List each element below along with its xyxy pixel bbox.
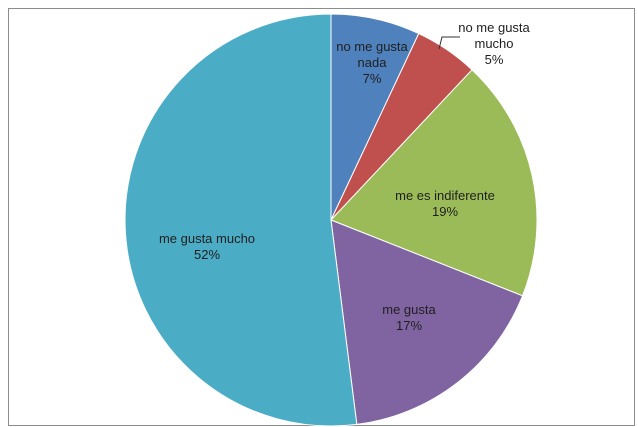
slice-name-label: me gusta [382,302,436,317]
pie-slice [330,219,524,425]
pie-slice [124,13,358,427]
slice-value-label: 52% [194,247,220,262]
slice-label: no me gusta mucho 5% [458,20,530,67]
slice-name-label: me es indiferente [395,188,495,203]
slice-name-label: me gusta mucho [159,231,255,246]
leader-line [438,36,460,50]
slice-value-label: 17% [396,318,422,333]
leader-lines [438,36,460,50]
chart-area: no me gusta nada 7% no me gusta mucho 5% me es… [8,8,635,427]
slice-value-label: 5% [485,52,504,67]
slice-label: me es indiferente 19% [395,188,495,219]
pie-slice [330,69,538,297]
slice-name-label: mucho [474,36,513,51]
slice-label: me gusta mucho 52% [159,231,255,262]
slice-name-label: no me gusta [458,20,530,35]
slice-label: me gusta 17% [382,302,436,333]
pie-chart: no me gusta nada 7%no me gusta mucho 5%me es… [124,13,538,427]
slice-labels: no me gusta nada 7%no me gusta mucho 5%me es… [159,20,531,333]
slice-value-label: 7% [363,71,382,86]
slice-name-label: nada [358,55,388,70]
slice-name-label: no me gusta [336,39,408,54]
slice-label: no me gusta nada 7% [336,39,408,86]
slice-value-label: 19% [432,204,458,219]
pie-slices [124,13,538,427]
